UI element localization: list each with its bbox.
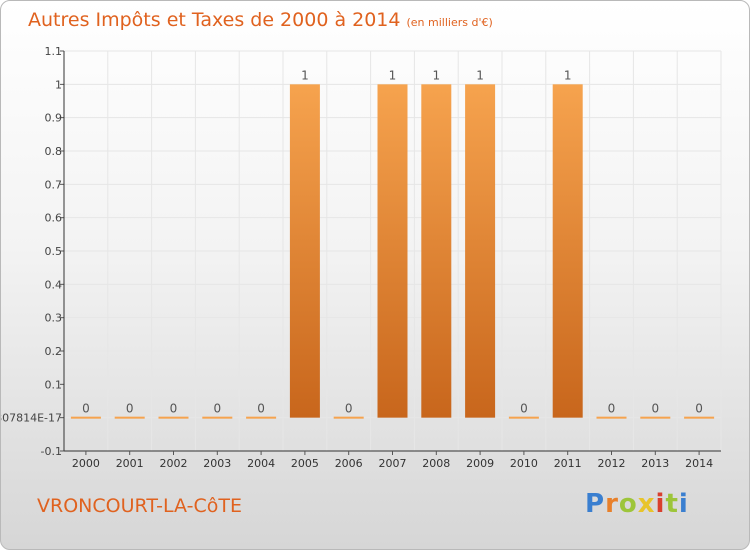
y-tick-label: 0.1 [45,378,63,391]
bar [70,416,101,419]
x-tick-label: 2001 [116,457,144,470]
bar [289,84,320,418]
y-tick-label: 0.3 [45,312,63,325]
data-label: 0 [608,402,616,416]
x-tick-label: 2003 [203,457,231,470]
y-tick-label: -0.1 [41,445,62,458]
data-label: 0 [213,402,221,416]
data-label: 1 [476,68,484,82]
bar [465,84,496,418]
data-label: 0 [126,402,134,416]
commune-name: VRONCOURT-LA-CôTE [37,495,242,517]
y-tick-label: 0.7 [45,178,63,191]
logo-letter: x [637,489,656,519]
data-label: 0 [520,402,528,416]
x-tick-label: 2010 [510,457,538,470]
chart-title: Autres Impôts et Taxes de 2000 à 2014 [28,9,401,31]
x-tick-label: 2011 [554,457,582,470]
bar [508,416,539,419]
x-tick-label: 2004 [247,457,275,470]
data-label: 0 [257,402,265,416]
x-tick-label: 2007 [379,457,407,470]
y-tick-label: 0.5 [45,245,63,258]
labels: -0.1 1.3877787807814E-17 0.1 0.2 0.3 0.4 0.5 0.… [1,45,713,470]
y-tick-label: 1.3877787807814E-17 [1,412,62,425]
bar [158,416,189,419]
bars [70,84,715,419]
bar [684,416,715,419]
bar [202,416,233,419]
y-tick-label: 0.9 [45,112,63,125]
data-label: 0 [82,402,90,416]
data-label: 0 [345,402,353,416]
x-tick-label: 2014 [685,457,713,470]
bar [596,416,627,419]
logo-letter: i [655,489,666,519]
chart-unit: (en milliers d'€) [406,16,493,29]
data-label: 1 [432,68,440,82]
bar [640,416,671,419]
data-label: 1 [564,68,572,82]
y-tick-label: 0.6 [45,212,63,225]
logo-letter: r [605,489,619,519]
data-label: 0 [651,402,659,416]
bar [114,416,145,419]
y-tick-label: 1 [55,78,62,91]
proxiti-logo: Proxiti [585,489,689,519]
data-label: 1 [301,68,309,82]
bar [377,84,408,418]
bar [246,416,277,419]
y-tick-label: 0.4 [45,278,63,291]
x-tick-label: 2006 [335,457,363,470]
axes [60,50,721,455]
x-tick-label: 2000 [72,457,100,470]
logo-letter: t [665,489,679,519]
bar [333,416,364,419]
x-tick-label: 2008 [422,457,450,470]
x-tick-label: 2013 [641,457,669,470]
y-tick-label: 1.1 [45,45,63,58]
y-tick-label: 0.8 [45,145,63,158]
logo-letter: P [585,489,606,519]
y-tick-label: 0.2 [45,345,63,358]
logo-letter: o [618,489,638,519]
x-tick-label: 2012 [598,457,626,470]
x-tick-label: 2002 [160,457,188,470]
logo-letter: i [678,489,689,519]
x-tick-label: 2005 [291,457,319,470]
bar [552,84,583,418]
chart-title-block: Autres Impôts et Taxes de 2000 à 2014 (en… [28,9,493,31]
data-label: 0 [170,402,178,416]
data-label: 0 [695,402,703,416]
data-label: 1 [389,68,397,82]
x-tick-label: 2009 [466,457,494,470]
bar [421,84,452,418]
